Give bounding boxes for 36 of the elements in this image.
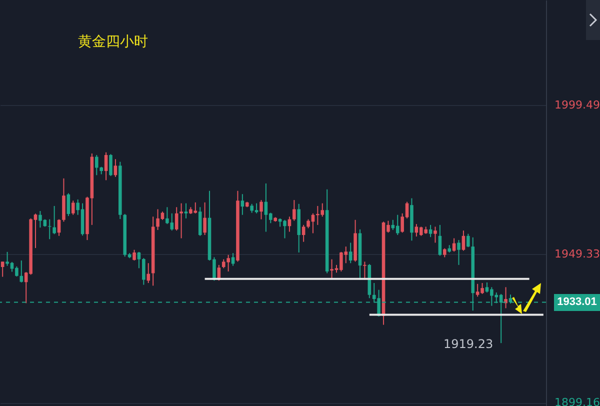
candlestick (457, 240, 460, 266)
candlestick (434, 226, 437, 244)
candlestick (198, 206, 202, 236)
candlestick (0, 261, 4, 278)
candlestick (94, 154, 98, 176)
candlestick (174, 206, 178, 232)
y-tick-label: 1949.33 (554, 247, 600, 260)
candlestick (260, 200, 263, 220)
candlestick (104, 152, 108, 181)
candlestick (71, 200, 75, 216)
candlestick (180, 202, 183, 239)
candlestick (52, 205, 56, 235)
candlestick (114, 158, 118, 178)
candlestick (109, 154, 112, 177)
candlestick (132, 249, 136, 261)
ref-line-label: 1933.01 (554, 294, 600, 311)
candlestick (438, 224, 442, 256)
candlestick (348, 242, 352, 264)
candlestick (203, 202, 206, 236)
y-tick-label: 1899.16 (554, 396, 600, 406)
candlestick (428, 224, 432, 238)
candlestick (363, 261, 366, 280)
candlestick (292, 200, 296, 222)
candlestick (184, 202, 188, 219)
candlestick (462, 230, 466, 252)
candlestick (302, 224, 306, 242)
candlestick (66, 192, 70, 217)
candlestick (231, 252, 235, 266)
candlestick (240, 194, 244, 216)
candlestick (396, 214, 400, 236)
annotation: 1919.23 (443, 337, 494, 352)
candlestick (20, 260, 24, 283)
y-tick-label: 1999.49 (554, 98, 600, 112)
text: 黄金四小时 (78, 33, 148, 51)
candlestick (146, 262, 150, 284)
candlestick (466, 233, 470, 248)
